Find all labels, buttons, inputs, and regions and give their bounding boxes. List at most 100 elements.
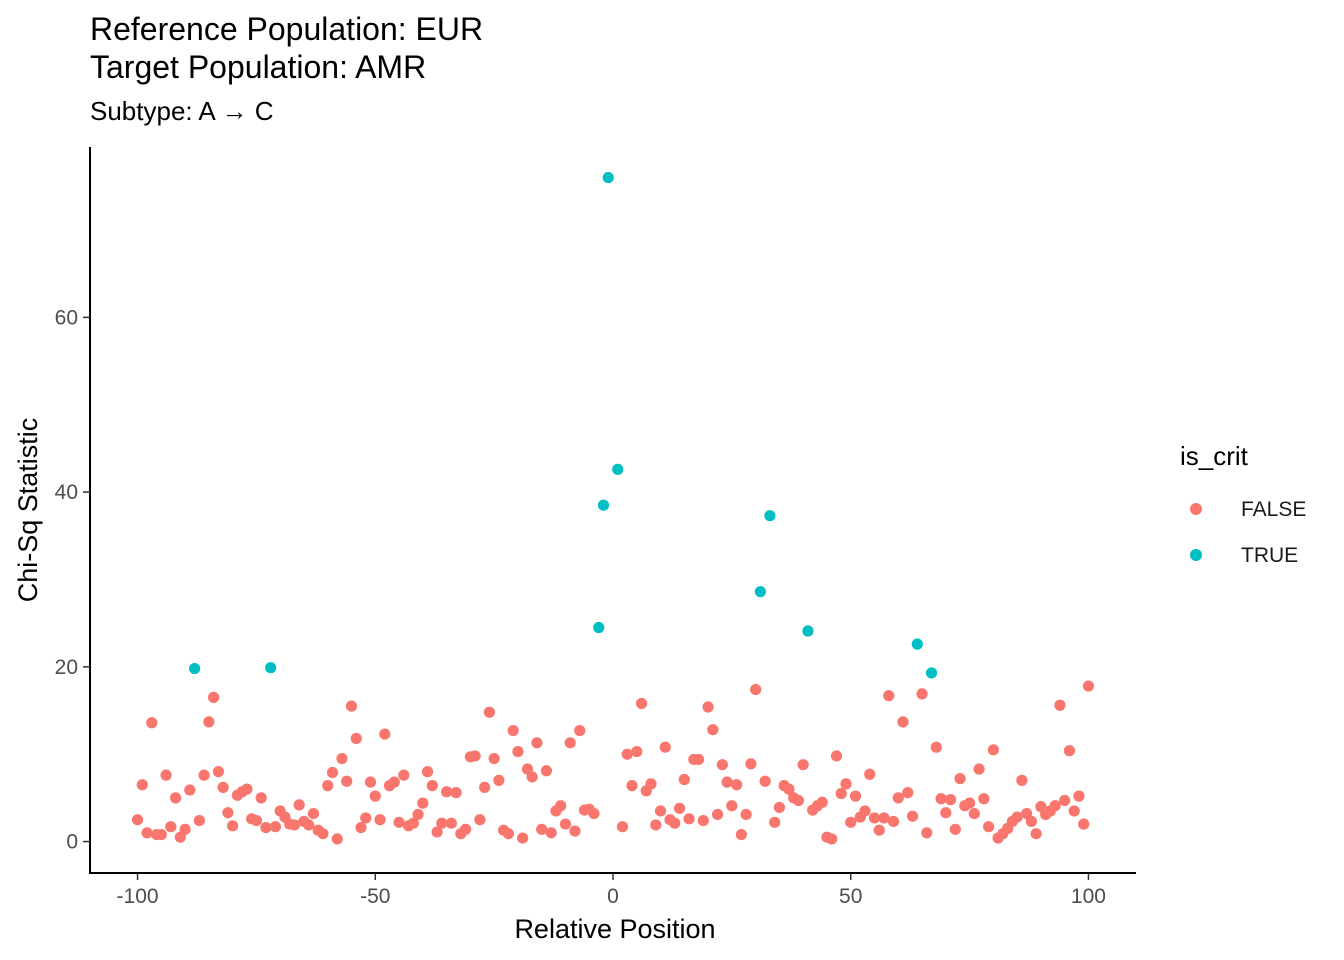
x-axis-title: Relative Position <box>514 914 715 944</box>
data-point-false <box>588 807 600 820</box>
data-point-false <box>840 778 852 790</box>
legend-item-true: TRUE <box>1190 540 1298 570</box>
data-point-false <box>350 732 362 745</box>
data-point-false <box>978 793 990 805</box>
data-point-false <box>369 790 381 802</box>
data-point-false <box>678 773 690 786</box>
data-point-false <box>141 827 153 839</box>
data-point-false <box>507 724 519 737</box>
data-point-false <box>431 826 443 838</box>
data-point-false <box>954 773 966 785</box>
data-point-false <box>269 821 282 833</box>
data-point-false <box>483 706 495 718</box>
data-point-false <box>531 737 543 749</box>
data-point-false <box>388 776 400 788</box>
data-point-false <box>631 745 643 758</box>
data-point-false <box>165 821 177 833</box>
data-point-true <box>593 621 605 634</box>
data-point-false <box>887 815 900 828</box>
data-point-false <box>436 817 448 829</box>
x-tick-label: 50 <box>839 885 862 908</box>
data-point-false <box>740 808 752 821</box>
data-point-true <box>802 625 814 637</box>
data-point-false <box>502 828 514 840</box>
axes-layer: -100 -50 0 50 100 0 20 40 60 Relative Position Chi… <box>13 147 1136 944</box>
y-tick-label: 0 <box>66 831 78 854</box>
data-point-false <box>322 780 334 792</box>
data-point-true <box>189 662 201 675</box>
data-point-false <box>873 824 885 836</box>
data-point-false <box>227 820 239 832</box>
data-point-false <box>440 786 453 798</box>
data-point-false <box>654 805 667 817</box>
data-point-true <box>612 463 624 475</box>
data-point-false <box>930 741 942 753</box>
data-point-false <box>621 748 633 760</box>
data-point-false <box>379 728 391 740</box>
data-point-false <box>426 780 438 792</box>
data-point-false <box>673 802 686 814</box>
legend-label-true: TRUE <box>1241 543 1299 567</box>
legend-label-false: FALSE <box>1241 497 1307 521</box>
legend-title: is_crit <box>1180 441 1248 471</box>
data-point-false <box>512 745 524 758</box>
data-point-false <box>650 819 662 831</box>
data-point-false <box>726 800 738 812</box>
data-point-false <box>374 814 386 826</box>
data-point-false <box>906 810 919 822</box>
data-point-false <box>669 817 681 829</box>
data-point-false <box>540 765 553 777</box>
data-point-false <box>198 769 210 781</box>
data-point-false <box>783 783 795 795</box>
data-point-false <box>488 752 500 765</box>
data-point-false <box>393 816 405 828</box>
data-point-false <box>250 814 263 827</box>
data-point-false <box>769 816 781 828</box>
data-point-false <box>797 759 809 771</box>
data-point-false <box>731 779 743 791</box>
data-point-false <box>493 774 505 786</box>
data-point-false <box>203 716 215 728</box>
data-point-false <box>712 808 724 821</box>
data-point-false <box>1054 699 1066 711</box>
data-point-false <box>445 817 457 829</box>
data-point-true <box>265 662 277 674</box>
data-point-false <box>293 799 305 811</box>
data-point-false <box>968 807 980 820</box>
data-point-false <box>897 716 909 728</box>
data-point-false <box>179 823 191 835</box>
data-point-false <box>1063 745 1076 757</box>
data-point-true <box>754 586 766 598</box>
data-point-false <box>212 766 224 778</box>
data-point-false <box>735 828 747 841</box>
data-point-false <box>160 769 172 781</box>
legend-item-false: FALSE <box>1190 494 1306 524</box>
data-point-false <box>398 769 410 781</box>
data-point-false <box>222 807 234 819</box>
data-point-false <box>364 776 377 788</box>
data-point-false <box>916 688 928 700</box>
y-axis-title: Chi-Sq Statistic <box>13 418 43 603</box>
data-point-false <box>635 697 648 710</box>
data-point-false <box>902 787 914 799</box>
x-tick-label: 100 <box>1071 885 1106 908</box>
data-point-false <box>260 821 272 834</box>
data-point-false <box>616 821 629 833</box>
data-point-false <box>217 781 229 793</box>
data-point-false <box>412 808 424 821</box>
data-point-false <box>1078 818 1090 830</box>
data-point-false <box>645 778 657 790</box>
chart-subtitle: Subtype: A → C <box>90 96 274 126</box>
data-point-false <box>987 744 999 756</box>
data-point-false <box>559 818 572 830</box>
data-point-false <box>341 775 353 787</box>
data-point-false <box>474 814 486 826</box>
data-point-false <box>707 724 719 736</box>
data-point-false <box>169 792 182 804</box>
legend-key-true <box>1190 549 1202 561</box>
legend-key-false <box>1190 503 1202 515</box>
data-point-false <box>944 794 957 806</box>
data-point-false <box>859 805 871 817</box>
data-point-false <box>940 807 952 819</box>
